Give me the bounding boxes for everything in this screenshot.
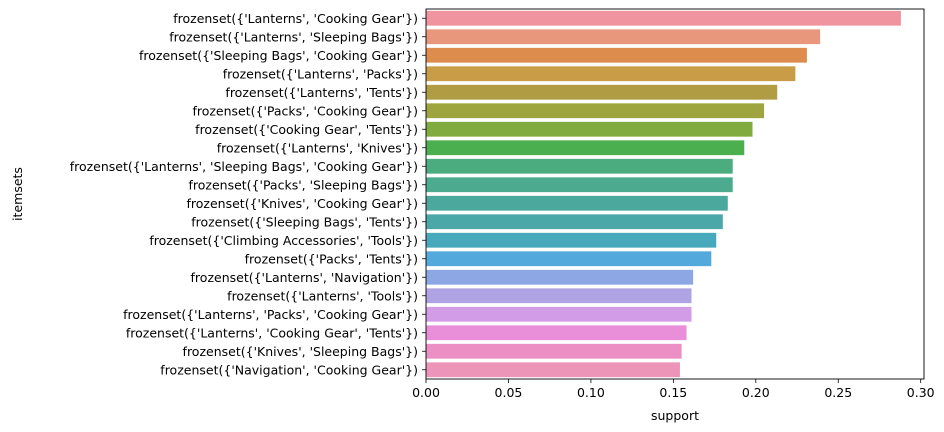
y-tick-label-17: frozenset({'Lanterns', 'Cooking Gear', '… bbox=[126, 325, 418, 340]
y-tick-label-14: frozenset({'Lanterns', 'Navigation'}) bbox=[191, 270, 418, 285]
bar-18 bbox=[426, 343, 682, 359]
y-tick-label-12: frozenset({'Climbing Accessories', 'Tool… bbox=[149, 233, 418, 248]
x-tick-label-1: 0.05 bbox=[495, 385, 523, 400]
bar-12 bbox=[426, 232, 717, 248]
bar-5 bbox=[426, 103, 765, 119]
bar-6 bbox=[426, 121, 753, 137]
ticks-layer: frozenset({'Lanterns', 'Cooking Gear'}) f… bbox=[70, 11, 935, 400]
bar-15 bbox=[426, 288, 692, 304]
bar-8 bbox=[426, 158, 733, 174]
x-tick-label-3: 0.15 bbox=[659, 385, 687, 400]
x-tick-label-5: 0.25 bbox=[824, 385, 852, 400]
y-tick-label-2: frozenset({'Sleeping Bags', 'Cooking Gea… bbox=[139, 48, 418, 63]
bar-13 bbox=[426, 251, 712, 267]
bar-14 bbox=[426, 269, 694, 285]
plot-frame bbox=[425, 8, 925, 380]
bar-10 bbox=[426, 195, 728, 211]
bar-0 bbox=[426, 10, 901, 26]
x-tick-label-2: 0.10 bbox=[577, 385, 605, 400]
y-tick-label-19: frozenset({'Navigation', 'Cooking Gear'}… bbox=[160, 362, 418, 377]
y-tick-label-6: frozenset({'Cooking Gear', 'Tents'}) bbox=[195, 122, 418, 137]
y-tick-label-4: frozenset({'Lanterns', 'Tents'}) bbox=[225, 85, 418, 100]
bars-layer bbox=[426, 10, 901, 378]
bar-7 bbox=[426, 140, 745, 156]
bar-17 bbox=[426, 325, 687, 341]
y-tick-label-3: frozenset({'Lanterns', 'Packs'}) bbox=[223, 66, 418, 81]
y-tick-label-5: frozenset({'Packs', 'Cooking Gear'}) bbox=[192, 103, 418, 118]
bar-2 bbox=[426, 47, 807, 63]
x-tick-label-6: 0.30 bbox=[907, 385, 935, 400]
y-tick-label-18: frozenset({'Knives', 'Sleeping Bags'}) bbox=[183, 344, 418, 359]
y-tick-label-0: frozenset({'Lanterns', 'Cooking Gear'}) bbox=[173, 11, 418, 26]
y-tick-label-11: frozenset({'Sleeping Bags', 'Tents'}) bbox=[191, 214, 418, 229]
y-tick-label-7: frozenset({'Lanterns', 'Knives'}) bbox=[217, 140, 418, 155]
y-axis-label: itemsets bbox=[10, 167, 25, 221]
bar-4 bbox=[426, 84, 778, 100]
bar-1 bbox=[426, 29, 821, 45]
x-axis-label: support bbox=[651, 408, 699, 423]
x-tick-label-0: 0.00 bbox=[412, 385, 440, 400]
bar-3 bbox=[426, 66, 796, 82]
bar-16 bbox=[426, 306, 692, 322]
axes-layer bbox=[425, 8, 925, 380]
y-tick-label-16: frozenset({'Lanterns', 'Packs', 'Cooking… bbox=[123, 307, 418, 322]
y-tick-label-13: frozenset({'Packs', 'Tents'}) bbox=[245, 251, 418, 266]
y-tick-label-10: frozenset({'Knives', 'Cooking Gear'}) bbox=[187, 196, 418, 211]
bar-9 bbox=[426, 177, 733, 193]
x-tick-label-4: 0.20 bbox=[742, 385, 770, 400]
bar-11 bbox=[426, 214, 723, 230]
y-tick-label-8: frozenset({'Lanterns', 'Sleeping Bags', … bbox=[70, 159, 418, 174]
y-tick-label-15: frozenset({'Lanterns', 'Tools'}) bbox=[227, 288, 418, 303]
y-tick-label-9: frozenset({'Packs', 'Sleeping Bags'}) bbox=[188, 177, 418, 192]
y-tick-label-1: frozenset({'Lanterns', 'Sleeping Bags'}) bbox=[169, 29, 418, 44]
bar-19 bbox=[426, 362, 680, 378]
